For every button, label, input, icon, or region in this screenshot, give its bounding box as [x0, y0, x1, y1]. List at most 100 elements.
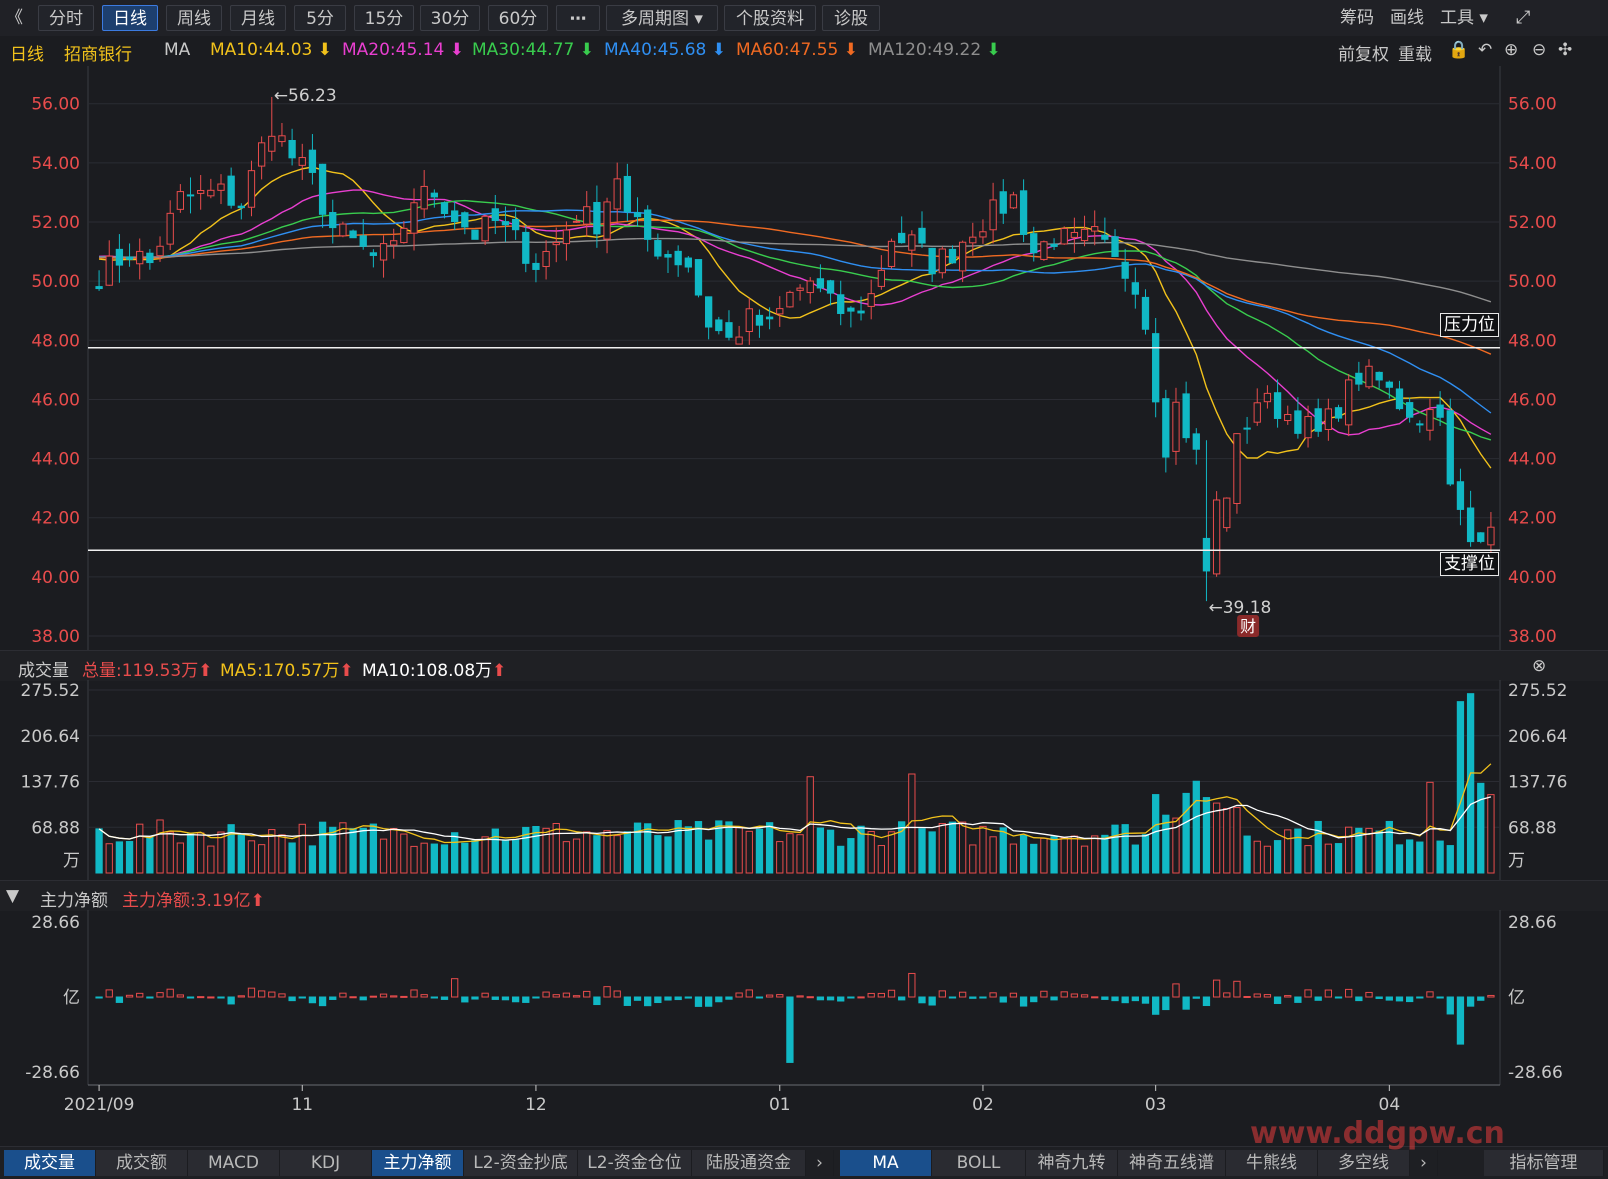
tab-bull-bear[interactable]: 牛熊线 [1226, 1150, 1318, 1176]
collapse-icon[interactable]: ▼ [6, 886, 20, 906]
flow-bar [532, 996, 540, 999]
tab-hk-connect[interactable]: 陆股通资金 [692, 1150, 806, 1176]
candle-body [1416, 423, 1424, 426]
flow-bar [339, 992, 347, 998]
tab-15min[interactable]: 15分 [354, 5, 414, 31]
flow-bar [1111, 996, 1119, 1002]
stock-profile-button[interactable]: 个股资料 [724, 5, 816, 31]
flow-bar [1314, 996, 1322, 1001]
volume-bar [1314, 820, 1322, 874]
volume-title[interactable]: 成交量 [18, 661, 69, 681]
chevron-right-icon[interactable]: › [806, 1150, 834, 1176]
flow-bar [1466, 996, 1475, 1007]
tab-60min[interactable]: 60分 [488, 5, 548, 31]
forward-adjust-button[interactable]: 前复权 [1338, 45, 1389, 65]
flow-bar [1152, 996, 1160, 1015]
candle [1253, 388, 1261, 426]
candle-body [735, 336, 743, 345]
volume-bar [867, 831, 875, 874]
candle-body [379, 243, 388, 261]
tab-magic-five[interactable]: 神奇五线谱 [1118, 1150, 1226, 1176]
volume-bar [481, 836, 489, 874]
chevron-right-icon-2[interactable]: › [1410, 1150, 1438, 1176]
multi-period-dropdown[interactable]: 多周期图 ▾ [606, 5, 718, 31]
close-icon[interactable]: ⊗ [1532, 656, 1547, 676]
tab-monthly[interactable]: 月线 [230, 5, 286, 31]
ma-indicator-label[interactable]: MA [164, 40, 191, 60]
draw-line-button[interactable]: 画线 [1390, 8, 1424, 28]
tab-l2-bottom[interactable]: L2-资金抄底 [464, 1150, 578, 1176]
flow-title[interactable]: 主力净额 [40, 891, 108, 911]
money-flow-chart[interactable]: 28.66 28.66 -28.66 -28.66 亿 亿 2021/09 11 12 01 02 0… [0, 910, 1608, 1146]
flow-bar [1223, 992, 1231, 998]
ma40-value: MA40:45.68 ⬇ [604, 40, 726, 60]
candle [400, 220, 408, 244]
candle-body [298, 157, 306, 166]
candle-body [755, 314, 764, 326]
flow-bar [1487, 994, 1495, 998]
tab-kdj[interactable]: KDJ [280, 1150, 372, 1176]
tab-turnover[interactable]: 成交额 [96, 1150, 188, 1176]
price-tick-left: 54.00 [31, 154, 80, 174]
price-tick-right: 50.00 [1508, 272, 1557, 292]
candle [125, 243, 134, 267]
tab-weekly[interactable]: 周线 [166, 5, 222, 31]
candle [1456, 468, 1465, 526]
volume-bar [257, 844, 266, 874]
more-periods-button[interactable]: ⋯ [556, 5, 600, 31]
zoom-in-icon[interactable]: ⊕ [1504, 40, 1519, 60]
volume-chart[interactable]: 275.52 275.52 206.64 206.64 137.76 137.76 68.8… [0, 680, 1608, 880]
reload-button[interactable]: 重载 [1398, 45, 1432, 65]
zoom-out-icon[interactable]: ⊖ [1532, 40, 1547, 60]
price-tick-left: 42.00 [31, 509, 80, 529]
flow-bar [369, 995, 378, 998]
candle-body [1365, 365, 1373, 388]
volume-bar [1009, 843, 1018, 874]
undo-icon[interactable]: ↶ [1478, 40, 1493, 60]
tab-ma[interactable]: MA [840, 1150, 932, 1176]
flow-bar [857, 996, 865, 999]
volume-bar [1355, 827, 1363, 874]
tab-volume[interactable]: 成交量 [4, 1150, 96, 1176]
volume-bar [471, 840, 479, 874]
tab-main-net[interactable]: 主力净额 [372, 1150, 464, 1176]
tab-l2-position[interactable]: L2-资金仓位 [578, 1150, 692, 1176]
diagnose-button[interactable]: 诊股 [822, 5, 880, 31]
candle-body [908, 234, 916, 251]
tab-long-short[interactable]: 多空线 [1318, 1150, 1410, 1176]
fullscreen-icon[interactable]: ⤢ [1516, 7, 1531, 28]
flow-bar [847, 996, 855, 999]
lock-icon[interactable]: 🔒 [1448, 40, 1470, 60]
tab-30min[interactable]: 30分 [420, 5, 480, 31]
candle-body [511, 218, 520, 231]
tab-macd[interactable]: MACD [188, 1150, 280, 1176]
flow-bar [613, 990, 621, 998]
chip-distribution-button[interactable]: 筹码 [1340, 8, 1374, 28]
candle-body [1314, 408, 1322, 432]
tab-boll[interactable]: BOLL [932, 1150, 1026, 1176]
volume-bar [501, 839, 510, 874]
volume-bar [664, 836, 672, 874]
tab-daily[interactable]: 日线 [102, 5, 158, 31]
candle-body [227, 175, 235, 206]
tab-intraday[interactable]: 分时 [38, 5, 94, 31]
price-chart[interactable]: 56.00 56.00 54.00 54.00 52.00 52.00 50.00 50.00… [0, 66, 1608, 650]
volume-bar [1040, 837, 1048, 874]
back-button[interactable]: 《 [6, 8, 23, 28]
candle [532, 253, 540, 283]
candle [857, 296, 865, 321]
indicator-manager-button[interactable]: 指标管理 [1484, 1150, 1604, 1176]
candle [1121, 248, 1129, 292]
tab-magic-nine[interactable]: 神奇九转 [1026, 1150, 1118, 1176]
candle [278, 122, 286, 147]
candle [816, 264, 825, 293]
settings-icon[interactable]: ✣ [1558, 40, 1573, 60]
tools-dropdown[interactable]: 工具 ▾ [1440, 8, 1488, 28]
volume-total: 总量:119.53万⬆ [82, 661, 213, 681]
volume-bar [613, 835, 621, 874]
flow-bar [481, 992, 489, 998]
tab-5min[interactable]: 5分 [294, 5, 346, 31]
candle-body [471, 229, 479, 240]
flow-bar [542, 991, 550, 998]
candle [603, 197, 611, 254]
